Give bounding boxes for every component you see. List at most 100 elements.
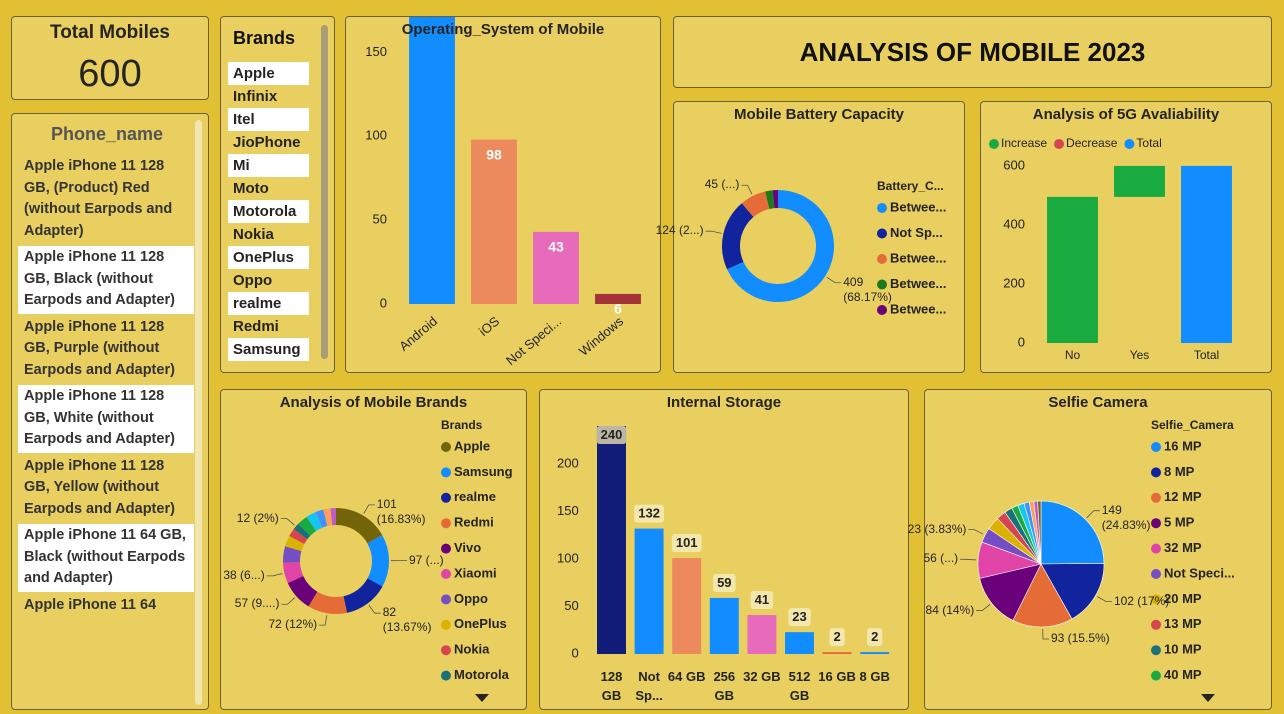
data-label-box [788, 608, 811, 627]
data-label-box [829, 628, 845, 647]
data-label: 124 (2...) [655, 223, 704, 238]
selfie-chart: Selfie Camera Selfie_Camera 16 MP 8 MP 12 M… [908, 389, 1272, 710]
bar [822, 652, 852, 654]
x-tick-label: 128 GB [600, 669, 623, 703]
slicer-item[interactable]: Apple iPhone 11 128 GB, (Product) Red (w… [24, 158, 173, 239]
y-tick-label: 150 [557, 503, 579, 518]
legend-label: OnePlus [454, 616, 507, 631]
leader-line [319, 615, 328, 626]
legend-marker [441, 518, 451, 529]
total-card: Total Mobiles 600 [11, 16, 209, 100]
leader-line [280, 518, 295, 526]
slicer-item[interactable]: Apple [228, 62, 309, 85]
card-label: Total Mobiles [50, 22, 170, 43]
legend-label: Betwee... [890, 199, 946, 214]
legend-marker [441, 569, 451, 579]
leader-line [368, 604, 381, 614]
slicer-item[interactable]: Moto [233, 180, 269, 197]
chart-title: Analysis of Mobile Brands [279, 394, 468, 411]
slicer-item[interactable]: Samsung [228, 338, 309, 361]
data-label: 98 [486, 146, 502, 162]
slice [741, 191, 770, 217]
legend-label: Motorola [454, 667, 510, 682]
battery-chart: Mobile Battery Capacity Battery_C... Betw… [656, 101, 965, 373]
data-label: 101 (16.83%) [376, 496, 426, 526]
bar [785, 632, 814, 654]
data-label: 101 [676, 535, 698, 550]
slicer-item[interactable]: Itel [228, 108, 309, 131]
legend-marker [441, 619, 451, 630]
data-label: 2 [833, 629, 840, 644]
bar [860, 652, 890, 654]
slicer-item[interactable]: Infinix [233, 88, 278, 105]
data-label: 23 [792, 609, 806, 624]
x-tick-label: 64 GB [667, 669, 706, 684]
data-label-box [671, 534, 702, 553]
slicer-item[interactable]: Motorola [228, 200, 309, 223]
slice [343, 578, 383, 613]
data-label-box [596, 426, 627, 444]
leader-line [976, 604, 991, 611]
slicer-item[interactable]: Redmi [233, 318, 279, 335]
slicer-item[interactable]: Apple iPhone 11 128 GB, Black (without E… [18, 246, 194, 314]
x-tick-label: No [1065, 348, 1081, 362]
y-tick-label: 100 [557, 550, 579, 565]
scrollbar[interactable] [321, 25, 328, 359]
bar [471, 139, 517, 304]
legend-label: 13 MP [1164, 616, 1202, 631]
legend-label: Not Sp... [890, 225, 943, 240]
slicer-item[interactable]: JioPhone [233, 134, 301, 151]
slicer-item[interactable]: Apple iPhone 11 64 GB, Black (without Ea… [18, 524, 194, 592]
chart-svg: 050100150453Android98iOS43Not Speci...6W… [365, 17, 641, 368]
data-label: 56 (...) [923, 551, 959, 566]
legend-title: Battery_C... [877, 179, 944, 193]
slicer-item[interactable]: realme [228, 292, 309, 315]
data-label: 41 [755, 592, 769, 607]
data-label-box [713, 573, 736, 592]
legend-label: Decrease [1066, 136, 1118, 150]
data-label: 409 (68.17%) [843, 274, 892, 304]
legend-label: Samsung [454, 464, 513, 479]
x-tick-label: 16 GB [818, 669, 856, 684]
data-label: 82 (13.67%) [382, 605, 432, 635]
legend-marker [1151, 594, 1161, 605]
leader-line [826, 276, 842, 284]
slicer-item[interactable]: Nokia [233, 226, 274, 243]
legend-more-arrow[interactable] [1201, 694, 1215, 702]
data-label-box [867, 628, 883, 647]
slice [315, 509, 328, 528]
legend-label: 12 MP [1164, 489, 1202, 504]
legend-marker [441, 670, 451, 681]
slicer-item[interactable]: OnePlus [228, 246, 309, 269]
legend-marker [441, 467, 451, 478]
leader-line [266, 573, 283, 577]
legend-label: Not Speci... [1164, 565, 1235, 580]
bar [595, 293, 641, 304]
legend-marker [1151, 670, 1161, 681]
legend-marker [877, 254, 887, 264]
x-tick-label: 8 GB [859, 669, 890, 684]
slice [306, 512, 323, 532]
data-label: 6 [614, 301, 622, 317]
scrollbar[interactable] [195, 120, 202, 705]
slicer-item[interactable]: Mi [228, 154, 309, 177]
legend-label: Redmi [454, 515, 494, 530]
legend-marker [1151, 619, 1161, 630]
legend-marker [441, 442, 451, 452]
slicer-item[interactable]: Apple iPhone 11 128 GB, Purple (without … [24, 318, 175, 378]
legend-label: 20 MP [1164, 591, 1202, 606]
slicer-item[interactable]: Apple iPhone 11 64 [24, 596, 157, 613]
chart-svg: 0 200 400 600 Increase Decrease Total No Yes Tota… [989, 136, 1232, 362]
y-tick-label: 0 [380, 295, 387, 310]
slicer-item[interactable]: Oppo [233, 272, 273, 289]
slice [298, 516, 317, 536]
legend-more-arrow[interactable] [475, 694, 489, 702]
slicer-item[interactable]: Apple iPhone 11 128 GB, White (without E… [18, 385, 194, 453]
slicer-item[interactable]: Apple iPhone 11 128 GB, Yellow (without … [24, 457, 175, 517]
leader-line [968, 529, 984, 535]
legend-label: 10 MP [1164, 642, 1202, 657]
legend-marker [1054, 139, 1065, 149]
legend-label: Total [1136, 136, 1161, 150]
brands-chart: Analysis of Mobile Brands Brands Apple Sam… [220, 389, 527, 710]
slice [1012, 563, 1073, 628]
